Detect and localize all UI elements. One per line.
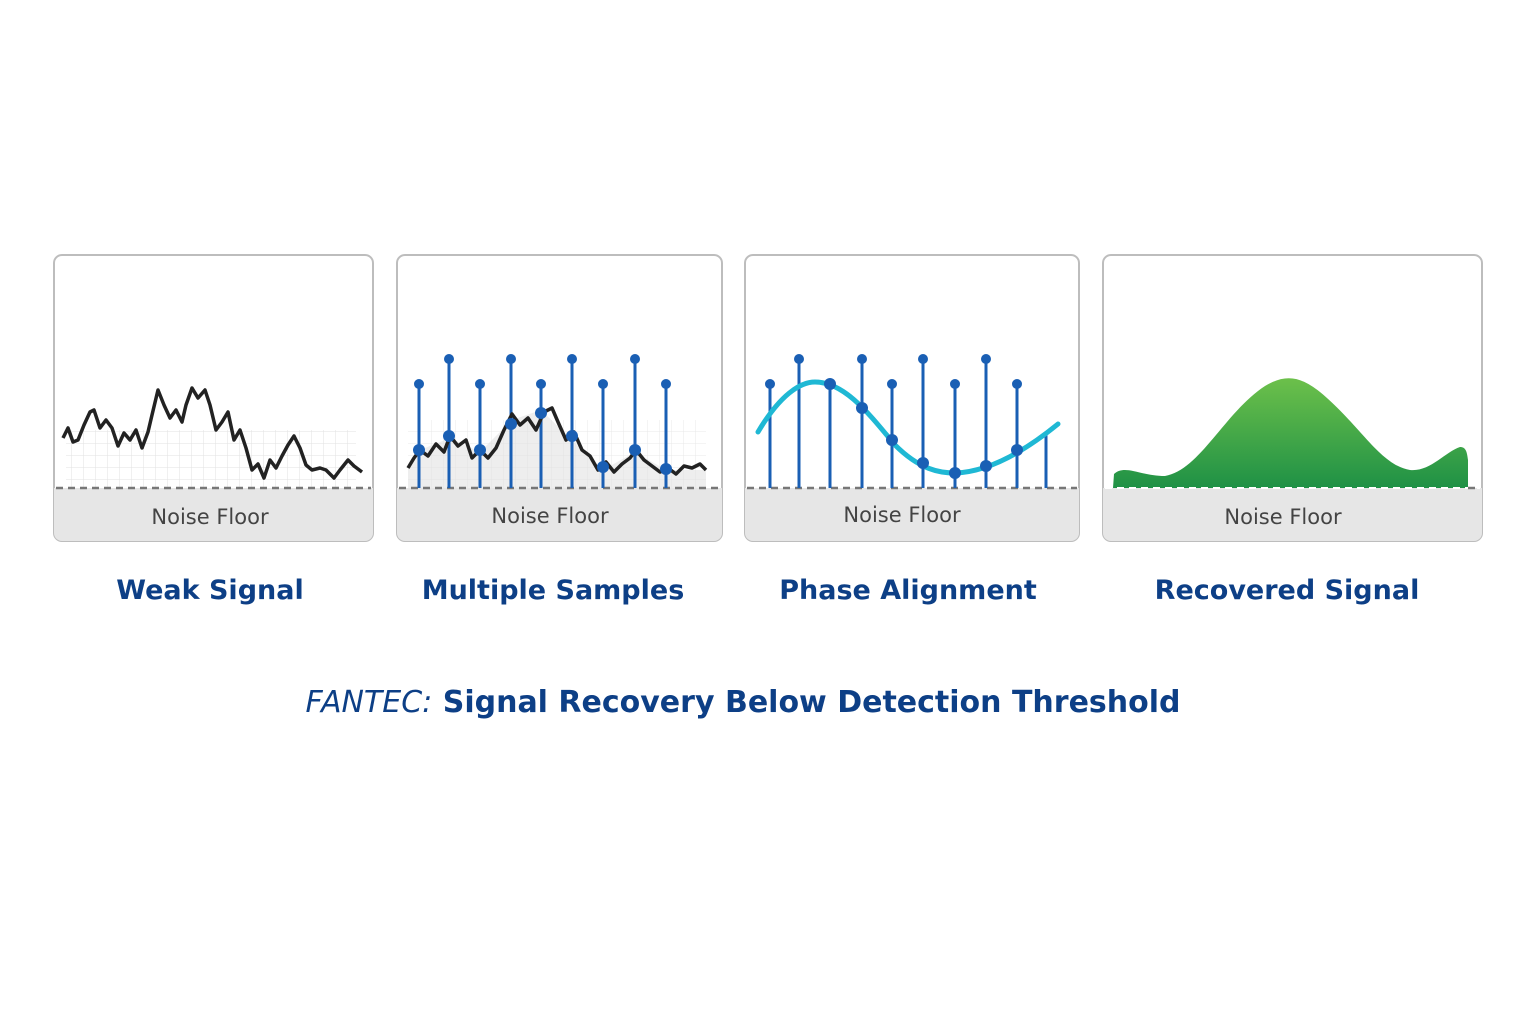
panel-title: Multiple Samples (422, 575, 685, 606)
panel-weak-signal: Noise Floor Weak Signal (53, 254, 374, 606)
caption: FANTEC: Signal Recovery Below Detection … (305, 685, 1180, 720)
noise-label: Noise Floor (151, 505, 269, 529)
panel-title: Phase Alignment (779, 575, 1037, 606)
noise-label: Noise Floor (1224, 505, 1342, 529)
panel-phase-alignment: Noise Floor Phase Alignment (744, 254, 1080, 606)
panel-title: Weak Signal (116, 575, 303, 606)
caption-text: Signal Recovery Below Detection Threshol… (443, 685, 1181, 720)
caption-prefix: FANTEC: (305, 685, 432, 720)
panel-title: Recovered Signal (1155, 575, 1420, 606)
noise-label: Noise Floor (491, 504, 609, 528)
panel-recovered-signal: Noise Floor Recovered Signal (1102, 254, 1483, 606)
noise-label: Noise Floor (843, 503, 961, 527)
panel-multiple-samples: Noise Floor Multiple Samples (396, 254, 723, 606)
